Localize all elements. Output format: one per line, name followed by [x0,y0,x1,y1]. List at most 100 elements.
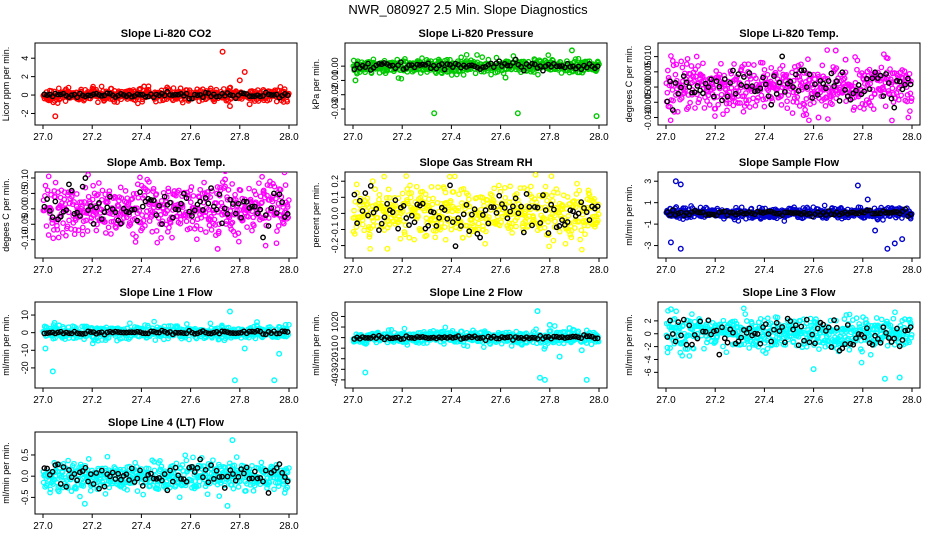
plot2-title: Slope Li-820 Pressure [419,28,534,40]
plot3-black-point [757,85,764,92]
plot3-point [822,103,829,109]
plot5-point [573,191,580,197]
plot7-black-point [79,331,86,337]
plot3-black-point [872,69,878,76]
plot2-ylabel: kPa per min. [311,59,321,110]
plot6-black-point [710,211,717,218]
plot6-black-point [771,210,777,216]
plot6-point [673,204,680,210]
plot3-black-point [738,82,745,88]
plot3-point [907,90,914,97]
plot4-point [149,228,156,235]
plot3-point [738,66,745,73]
plot1-black-point [167,92,174,98]
plot4-point [187,199,194,206]
plot4-point [232,197,239,203]
plot5-point [576,187,583,194]
plot4-black-point [137,189,143,196]
plot4-black-point [265,223,272,229]
plot4-black-point [74,209,81,216]
plot3-black-point [762,81,769,88]
plot5-point [544,197,550,204]
plot3-point [687,99,693,106]
plot8-frame [344,301,608,389]
plot3-point [753,75,759,82]
plot1-black-point [134,91,141,98]
plot4-black-point [175,206,182,213]
plot3-point [692,105,698,111]
plot2-point [550,57,556,64]
plot4-xtick-label: 27.2 [82,265,102,276]
plot5-black-point [504,215,511,222]
plot2-black-point [438,61,445,67]
plot4-point [79,231,86,238]
plot7-point [165,323,172,329]
plot4-black-point [98,216,105,222]
plot1-black-point [284,92,291,99]
plot6-point [829,205,835,211]
plot3-black-point [672,80,679,86]
plot3-black-point [853,87,859,94]
plot7-point [152,337,159,343]
plot2-point [572,56,579,62]
plot3-black-point [746,70,753,76]
plot1-black-point [57,91,64,98]
plot2-black-point [518,63,524,70]
plot3-xtick-label: 27.0 [656,132,676,143]
plot4-point [246,185,252,192]
plot6-black-point [691,207,698,214]
plot4-point [94,221,100,228]
plot6-black-point [907,211,914,218]
plot3-point [803,70,810,77]
plot7-black-point [224,329,231,336]
plot6-ylabel: ml/min per min. [624,184,634,246]
plot3-point [732,88,739,94]
plot1-black-point [142,93,149,100]
plot3-point [712,113,718,119]
plot5-black-point [463,201,470,208]
plot5-point [541,224,548,231]
plot4-point [73,203,80,210]
plot6-ytick-label: -3 [643,242,653,250]
plot2-point [395,75,402,81]
plot1-ytick-label: 4 [20,56,30,61]
plot7-black-point [210,329,217,336]
plot5-black-point [427,208,434,215]
plot4-ylabel: degees C per min. [1,178,11,252]
plot8-point [458,328,465,335]
plot7-black-point [87,329,94,335]
plot5-point [456,191,462,198]
plot3-point [668,53,674,59]
plot3-ylabel: degrees C per min. [624,46,634,123]
plot3-ytick-label: -0.010 [643,105,653,131]
plot7-black-point [137,329,143,336]
plot3-black-point [825,78,832,84]
plot5-xtick-label: 28.0 [589,265,609,276]
figure-title: NWR_080927 2.5 Min. Slope Diagnostics [348,2,588,17]
plot4-xtick-label: 27.6 [181,265,201,276]
plot4-black-point [52,198,59,205]
plot5-black-point [496,192,503,199]
plot3-point [669,87,676,93]
plot5-point [579,246,585,253]
plot3-frame [657,42,921,126]
plot4-black-point [191,207,198,214]
plot8-point [508,343,515,349]
plot1-black-point [227,92,234,98]
plot3-black-point [782,89,788,95]
plot1-point [65,84,72,91]
plot3-black-point [724,93,731,100]
plot5-point [441,224,448,230]
plot6-xtick-label: 27.8 [853,265,873,276]
plot8-point [461,342,467,349]
plot4-point [125,200,132,206]
plot4-point [82,184,89,191]
plot3-point [829,90,836,96]
plot4-point [201,179,207,186]
plot5-black-point [466,228,473,235]
plot2-outlier-point [514,110,521,117]
plot2-black-point [556,63,563,70]
plot3-point [752,102,759,109]
plot6-black-point [872,210,878,217]
plot5-ytick-label: 0.2 [330,175,340,188]
